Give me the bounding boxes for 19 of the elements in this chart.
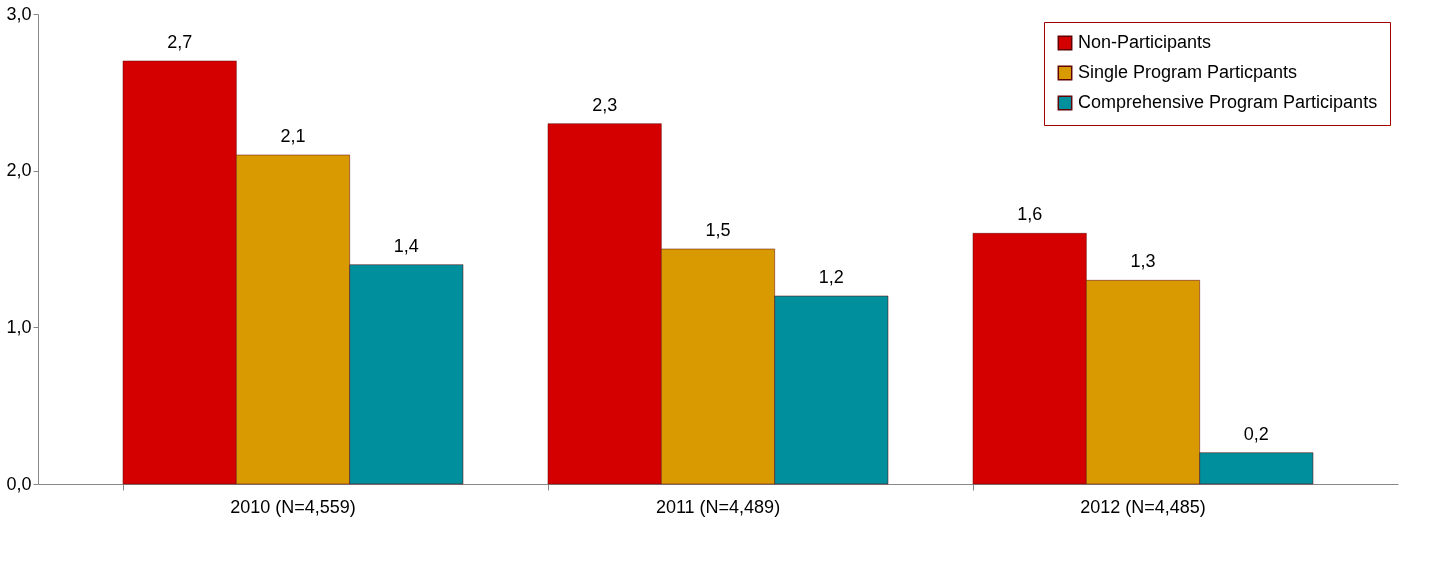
y-tick-label: 3,0 bbox=[6, 3, 32, 24]
data-label: 1,5 bbox=[705, 220, 731, 240]
y-tick-label: 0,0 bbox=[6, 473, 32, 494]
data-label: 1,4 bbox=[393, 235, 419, 256]
x-tick-label: 2010 (N=4,559) bbox=[230, 496, 356, 517]
legend-label: Non-Participants bbox=[1078, 32, 1212, 52]
y-tick-label: 1,0 bbox=[6, 316, 32, 337]
legend-label: Comprehensive Program Participants bbox=[1078, 92, 1378, 112]
data-label: 2,3 bbox=[592, 94, 618, 115]
y-tick-label: 2,0 bbox=[6, 160, 32, 181]
x-tick-label: 2012 (N=4,485) bbox=[1080, 496, 1206, 517]
data-label: 1,2 bbox=[818, 267, 844, 287]
legend-label: Single Program Particpants bbox=[1078, 62, 1298, 82]
data-label: 1,6 bbox=[1017, 204, 1043, 225]
data-label: 2,7 bbox=[167, 32, 193, 52]
data-label: 1,3 bbox=[1130, 251, 1156, 272]
data-label: 2,1 bbox=[280, 126, 306, 146]
x-tick-label: 2011 (N=4,489) bbox=[655, 496, 781, 517]
data-label: 0,2 bbox=[1243, 423, 1269, 444]
